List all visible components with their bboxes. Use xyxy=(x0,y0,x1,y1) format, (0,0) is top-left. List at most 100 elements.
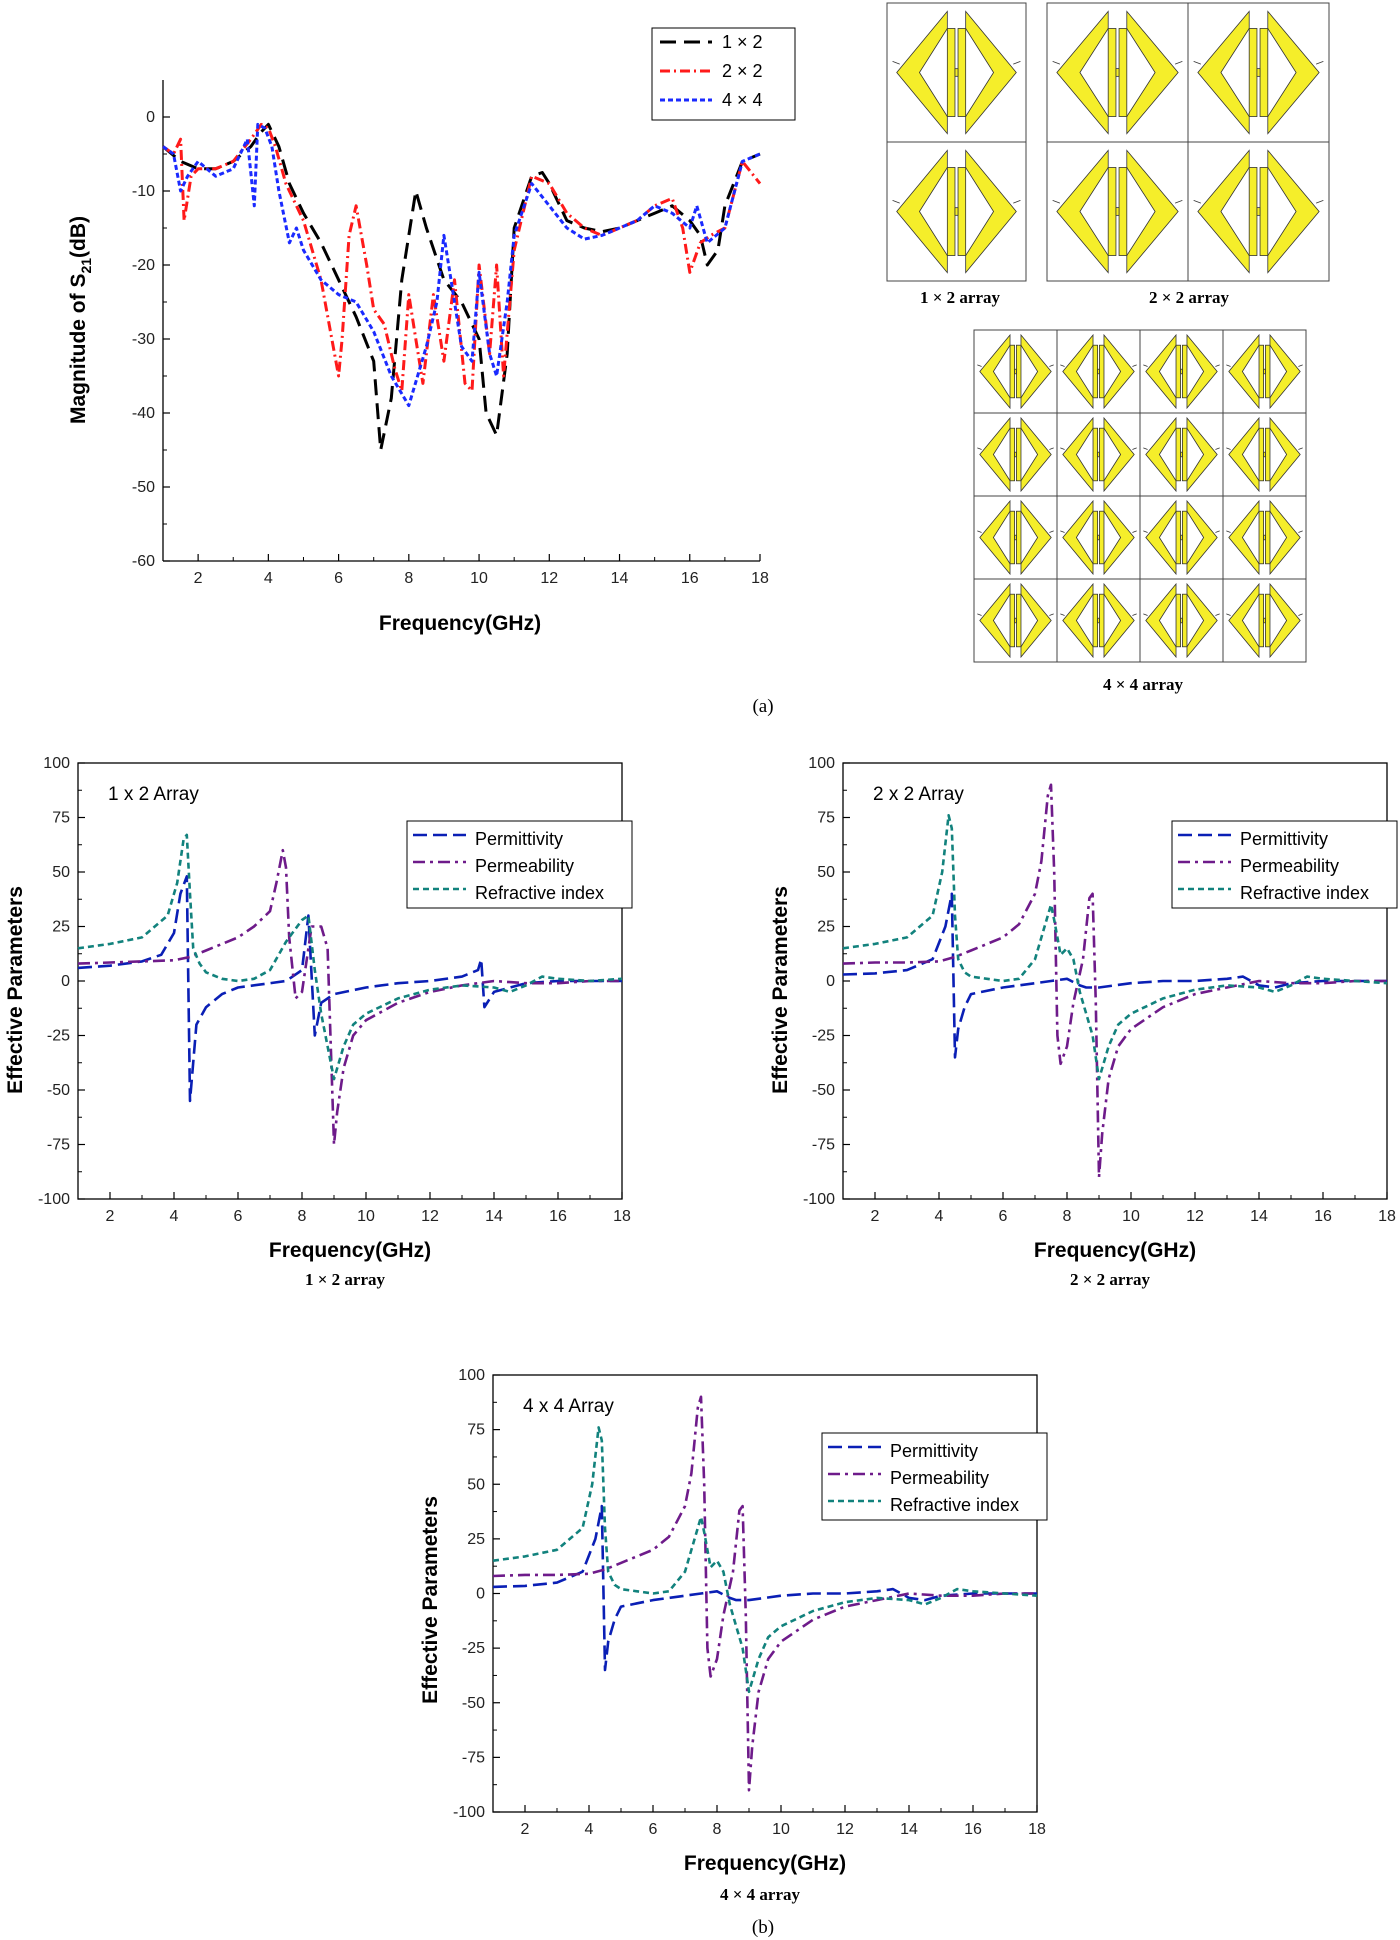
s21-y-axis-title-sub: 21 xyxy=(78,258,94,274)
tip-line xyxy=(1226,530,1231,533)
x-tick-label: 16 xyxy=(1314,1208,1332,1225)
h-crossbar xyxy=(1014,368,1017,375)
tip-line xyxy=(1060,364,1065,367)
y-tick-label: -75 xyxy=(47,1137,70,1154)
h-right-bar xyxy=(957,167,967,256)
unit-cell xyxy=(1222,578,1307,663)
b3-legend-refractive-index: Refractive index xyxy=(890,1495,1019,1515)
x-tick-label: 10 xyxy=(1122,1208,1140,1225)
x-tick-label: 18 xyxy=(1028,1821,1046,1838)
unit-cell xyxy=(886,141,1027,282)
h-left-bar xyxy=(1258,344,1264,399)
y-tick-label: -100 xyxy=(453,1804,485,1821)
h-left-bar xyxy=(1258,427,1264,482)
y-tick-label: -50 xyxy=(462,1695,485,1712)
caption-4x4-cells: 4 × 4 array xyxy=(1103,675,1184,694)
effective-params-2x2-chart: 2 4 6 8 10 12 14 16 18 100 75 50 25 0 -25 -50 -75 -100 xyxy=(803,755,1398,1225)
x-tick-label: 14 xyxy=(611,570,629,587)
y-tick-label: 50 xyxy=(467,1476,485,1493)
unit-cell xyxy=(1139,329,1224,414)
tip-line xyxy=(1215,530,1220,533)
b1-legend-permittivity: Permittivity xyxy=(475,829,563,849)
x-tick-label: 14 xyxy=(485,1208,503,1225)
h-crossbar xyxy=(1180,617,1183,624)
tip-line xyxy=(1132,530,1137,533)
h-right-bar xyxy=(1118,167,1128,256)
x-tick-label: 8 xyxy=(404,570,413,587)
y-tick-label: -10 xyxy=(132,183,155,200)
y-tick-label: 0 xyxy=(476,1586,485,1603)
y-tick-label: -60 xyxy=(132,553,155,570)
h-crossbar xyxy=(954,207,959,216)
b3-caption: 4 × 4 array xyxy=(720,1885,801,1904)
unit-cell xyxy=(886,2,1027,143)
h-left-bar xyxy=(946,28,956,117)
h-crossbar xyxy=(1014,617,1017,624)
h-left-bar xyxy=(1009,593,1015,648)
s21-chart: 2 4 6 8 10 12 14 16 18 0 -10 -20 -30 -40 -50 -60 xyxy=(132,27,796,587)
h-left-bar xyxy=(1107,28,1117,117)
effective-params-1x2-chart: 2 4 6 8 10 12 14 16 18 100 75 50 25 0 -25 -50 -75 -100 xyxy=(38,755,633,1225)
h-crossbar xyxy=(1115,68,1120,77)
s21-legend-label-4x4: 4 × 4 xyxy=(722,90,763,110)
tip-line xyxy=(1174,200,1183,204)
series-line-permittivity xyxy=(842,892,1387,1059)
h-left-bar xyxy=(1009,344,1015,399)
tip-line xyxy=(1226,613,1231,616)
b3-legend-permeability: Permeability xyxy=(890,1468,989,1488)
h-left-bar xyxy=(1107,167,1117,256)
h-left-bar xyxy=(1248,28,1258,117)
tip-line xyxy=(1132,613,1137,616)
h-right-bar xyxy=(1182,510,1188,565)
h-right-bar xyxy=(1259,28,1269,117)
y-tick-label: -25 xyxy=(812,1028,835,1045)
y-tick-label: 100 xyxy=(808,755,835,772)
tip-line xyxy=(1193,61,1202,65)
series-line-permittivity xyxy=(492,1504,1037,1672)
series-line-1-2 xyxy=(162,122,761,452)
b2-y-axis-title: Effective Parameters xyxy=(769,886,792,1094)
tip-line xyxy=(1193,200,1202,204)
h-left-bar xyxy=(1175,510,1181,565)
unit-cell xyxy=(1056,412,1141,497)
tip-line xyxy=(977,447,982,450)
unit-cell xyxy=(1222,412,1307,497)
x-tick-label: 16 xyxy=(681,570,699,587)
tip-line xyxy=(892,61,900,65)
tip-line xyxy=(977,530,982,533)
tip-line xyxy=(892,200,900,204)
h-left-bar xyxy=(1009,510,1015,565)
tip-line xyxy=(1298,530,1303,533)
x-tick-label: 2 xyxy=(194,570,203,587)
tip-line xyxy=(1215,364,1220,367)
h-left-bar xyxy=(1175,593,1181,648)
y-tick-label: -50 xyxy=(812,1082,835,1099)
y-tick-label: 75 xyxy=(467,1422,485,1439)
panel-label-a: (a) xyxy=(752,696,773,717)
x-tick-label: 18 xyxy=(751,570,769,587)
y-tick-label: -25 xyxy=(462,1640,485,1657)
h-right-bar xyxy=(1265,427,1271,482)
s21-y-axis-title-main: Magnitude of S xyxy=(67,274,90,425)
unit-cell xyxy=(1222,495,1307,580)
tip-line xyxy=(1143,364,1148,367)
b3-y-axis-title: Effective Parameters xyxy=(419,1496,442,1704)
x-tick-label: 6 xyxy=(234,1208,243,1225)
x-tick-label: 12 xyxy=(836,1821,854,1838)
b3-annotation: 4 x 4 Array xyxy=(523,1396,614,1417)
h-left-bar xyxy=(1092,344,1098,399)
caption-1x2-cells: 1 × 2 array xyxy=(920,288,1001,307)
x-tick-label: 2 xyxy=(521,1821,530,1838)
y-tick-label: 50 xyxy=(817,864,835,881)
x-tick-label: 6 xyxy=(334,570,343,587)
series-line-permittivity xyxy=(77,875,622,1103)
h-crossbar xyxy=(1180,368,1183,375)
tip-line xyxy=(1013,200,1021,204)
h-left-bar xyxy=(1248,167,1258,256)
x-tick-label: 8 xyxy=(713,1821,722,1838)
tip-line xyxy=(1298,447,1303,450)
x-tick-label: 12 xyxy=(1186,1208,1204,1225)
h-right-bar xyxy=(1182,344,1188,399)
x-tick-label: 10 xyxy=(470,570,488,587)
series-line-refractive-index xyxy=(842,814,1388,1081)
